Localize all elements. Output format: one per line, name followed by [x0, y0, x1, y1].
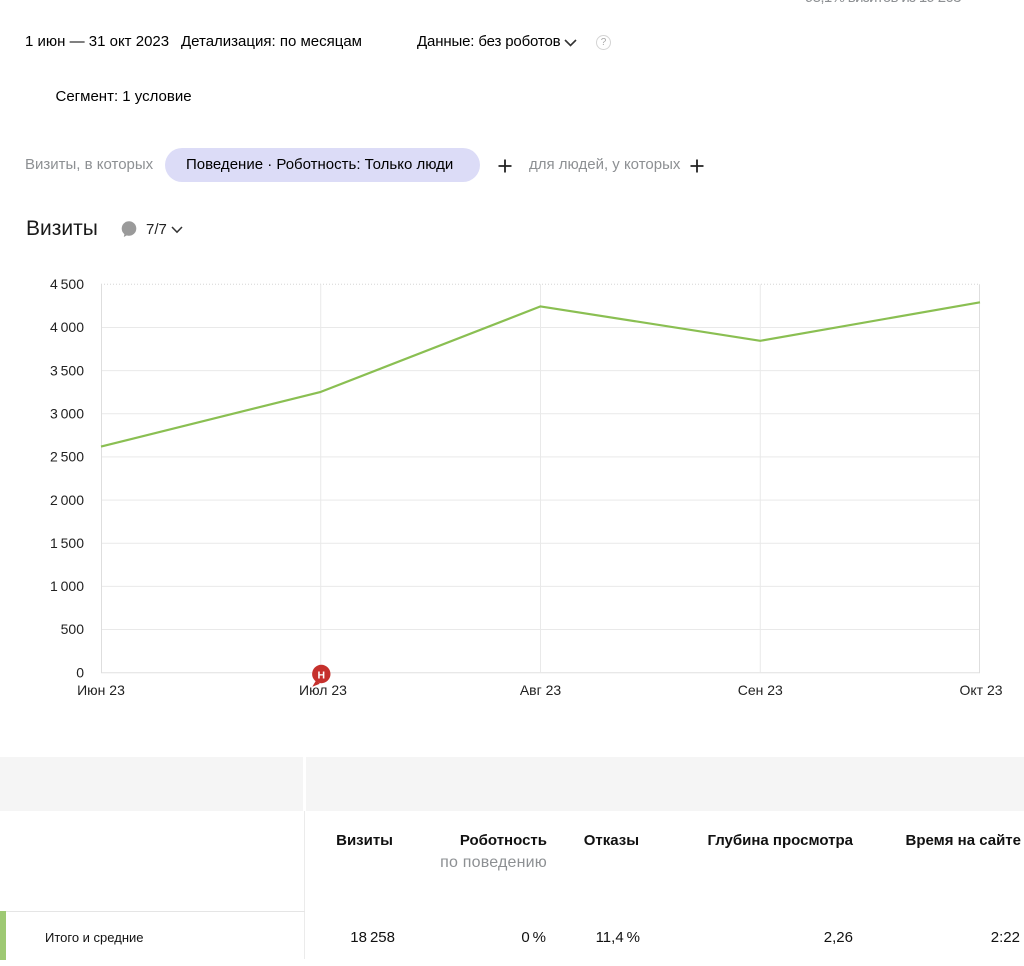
- svg-text:Авг 23: Авг 23: [520, 682, 562, 698]
- svg-text:Июн 23: Июн 23: [77, 682, 125, 698]
- svg-text:4 500: 4 500: [50, 276, 84, 292]
- svg-text:500: 500: [61, 621, 85, 637]
- svg-text:2 500: 2 500: [50, 449, 84, 465]
- svg-text:Н: Н: [318, 669, 326, 681]
- svg-text:1 500: 1 500: [50, 535, 84, 551]
- svg-text:4 000: 4 000: [50, 319, 84, 335]
- svg-text:Июл 23: Июл 23: [299, 682, 347, 698]
- svg-text:2 000: 2 000: [50, 492, 84, 508]
- svg-text:Окт 23: Окт 23: [959, 682, 1002, 698]
- svg-text:Сен 23: Сен 23: [738, 682, 783, 698]
- svg-text:1 000: 1 000: [50, 578, 84, 594]
- svg-text:3 500: 3 500: [50, 362, 84, 378]
- svg-text:3 000: 3 000: [50, 406, 84, 422]
- svg-text:0: 0: [76, 665, 84, 681]
